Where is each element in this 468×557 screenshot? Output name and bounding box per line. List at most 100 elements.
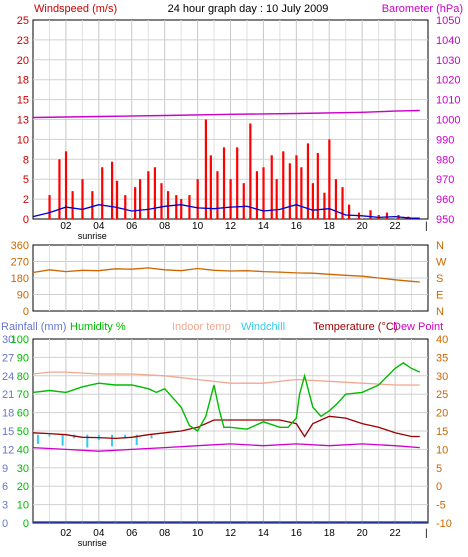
temp-y-tick: 25: [436, 389, 448, 401]
dir-y-tick: 90: [17, 290, 29, 302]
temp-y-tick: 15: [436, 426, 448, 438]
gust-bar: [311, 183, 314, 219]
temp-y-tick: -5: [436, 500, 446, 512]
gust-bar: [270, 155, 273, 219]
wind-x-tick: 06: [126, 221, 138, 232]
humidity-y-tick: 40: [17, 444, 29, 456]
gust-bar: [101, 167, 104, 219]
gust-bar: [295, 155, 298, 219]
gust-bar: [175, 195, 178, 219]
humidity-y-tick: 100: [11, 334, 29, 346]
temp-x-tick: 12: [225, 528, 237, 539]
temp-x-tick: 22: [390, 528, 402, 539]
humidity-y-tick: 30: [17, 463, 29, 475]
temp-y-tick: 10: [436, 444, 448, 456]
temp-y-tick: 5: [436, 463, 442, 475]
dir-y-tick: 360: [11, 240, 29, 252]
rain-y-tick: 9: [2, 463, 8, 475]
rain-y-tick: 27: [2, 352, 14, 364]
gust-bar: [275, 179, 278, 219]
temp-y-tick: 0: [436, 481, 442, 493]
humidity-y-tick: 0: [23, 518, 29, 530]
humidity-axis-label: Humidity %: [70, 321, 126, 333]
sunrise-label-bottom: sunrise: [78, 538, 107, 548]
rain-y-tick: 0: [2, 518, 8, 530]
wind-y-tick: 25: [17, 15, 29, 27]
humidity-y-tick: 80: [17, 371, 29, 383]
compass-tick: S: [436, 273, 443, 285]
temp-y-tick: 30: [436, 371, 448, 383]
baro-y-tick: 980: [436, 154, 454, 166]
rain-y-tick: 21: [2, 389, 14, 401]
indoor-temp-legend: Indoor temp: [172, 321, 231, 333]
gust-bar: [134, 187, 137, 219]
gust-bar: [166, 191, 170, 219]
wind-x-tick: 10: [192, 221, 204, 232]
gust-bar: [316, 152, 319, 219]
rain-y-tick: 24: [2, 371, 14, 383]
temp-x-tick: 18: [324, 528, 336, 539]
gust-bar: [160, 183, 163, 219]
temp-x-tick: 06: [126, 528, 138, 539]
baro-y-tick: 960: [436, 194, 454, 206]
temp-y-tick: 20: [436, 408, 448, 420]
gust-bar: [323, 192, 326, 219]
temp-y-tick: 40: [436, 334, 448, 346]
baro-y-tick: 990: [436, 134, 454, 146]
gust-bar: [222, 147, 226, 219]
humidity-y-tick: 70: [17, 389, 29, 401]
humidity-line: [32, 362, 421, 433]
baro-y-tick: 1040: [436, 35, 460, 47]
gust-bar: [71, 191, 74, 219]
temp-x-tick: 14: [258, 528, 270, 539]
gust-bar: [229, 179, 232, 219]
wind-x-tick: 12: [225, 221, 237, 232]
gust-bar: [369, 210, 372, 219]
temp-x-tick: 20: [357, 528, 369, 539]
gust-bar: [341, 187, 344, 219]
wind-average-line: [32, 204, 420, 219]
gust-bar: [91, 191, 94, 219]
wind-y-tick: 18: [17, 75, 29, 87]
wind-x-tick: 22: [390, 221, 402, 232]
humidity-y-tick: 10: [17, 500, 29, 512]
wind-x-tick: 20: [357, 221, 369, 232]
wind-x-tick: 04: [93, 221, 105, 232]
barometer-line: [32, 109, 420, 119]
temp-x-tick: 16: [291, 528, 303, 539]
temp-x-tick-end: |: [425, 528, 428, 539]
gust-bar: [236, 147, 239, 219]
gust-bar: [111, 161, 114, 219]
windspeed-title: Windspeed (m/s): [34, 3, 117, 15]
wind-barometer-panel: 0258101315182023259509609709809901000101…: [17, 15, 461, 241]
gust-bar: [385, 212, 389, 219]
gust-bar: [153, 167, 156, 219]
dir-y-tick: 0: [23, 306, 29, 318]
compass-tick: E: [436, 290, 443, 302]
rain-y-tick: 3: [2, 500, 8, 512]
wind-x-tick: 18: [324, 221, 336, 232]
temp-x-tick: 10: [192, 528, 204, 539]
dew-point-legend: Dew Point: [393, 321, 443, 333]
gust-bar: [58, 159, 61, 219]
gust-bar: [209, 155, 212, 219]
sunrise-label: sunrise: [78, 231, 107, 241]
gust-bar: [64, 151, 68, 219]
rain-y-tick: 12: [2, 444, 14, 456]
humidity-y-tick: 90: [17, 352, 29, 364]
dir-y-tick: 180: [11, 273, 29, 285]
gust-bar: [282, 151, 285, 219]
wind-x-tick-end: |: [425, 221, 428, 232]
gust-bar: [138, 179, 142, 219]
baro-y-tick: 1000: [436, 115, 460, 127]
gust-bar: [124, 195, 127, 219]
wind-y-tick: 8: [23, 154, 29, 166]
gust-bar: [216, 171, 219, 219]
wind-y-tick: 23: [17, 35, 29, 47]
direction-line: [32, 267, 420, 283]
gust-bar: [204, 119, 208, 219]
rain-y-tick: 18: [2, 408, 14, 420]
gust-bar: [300, 167, 303, 219]
rain-y-tick: 6: [2, 481, 8, 493]
